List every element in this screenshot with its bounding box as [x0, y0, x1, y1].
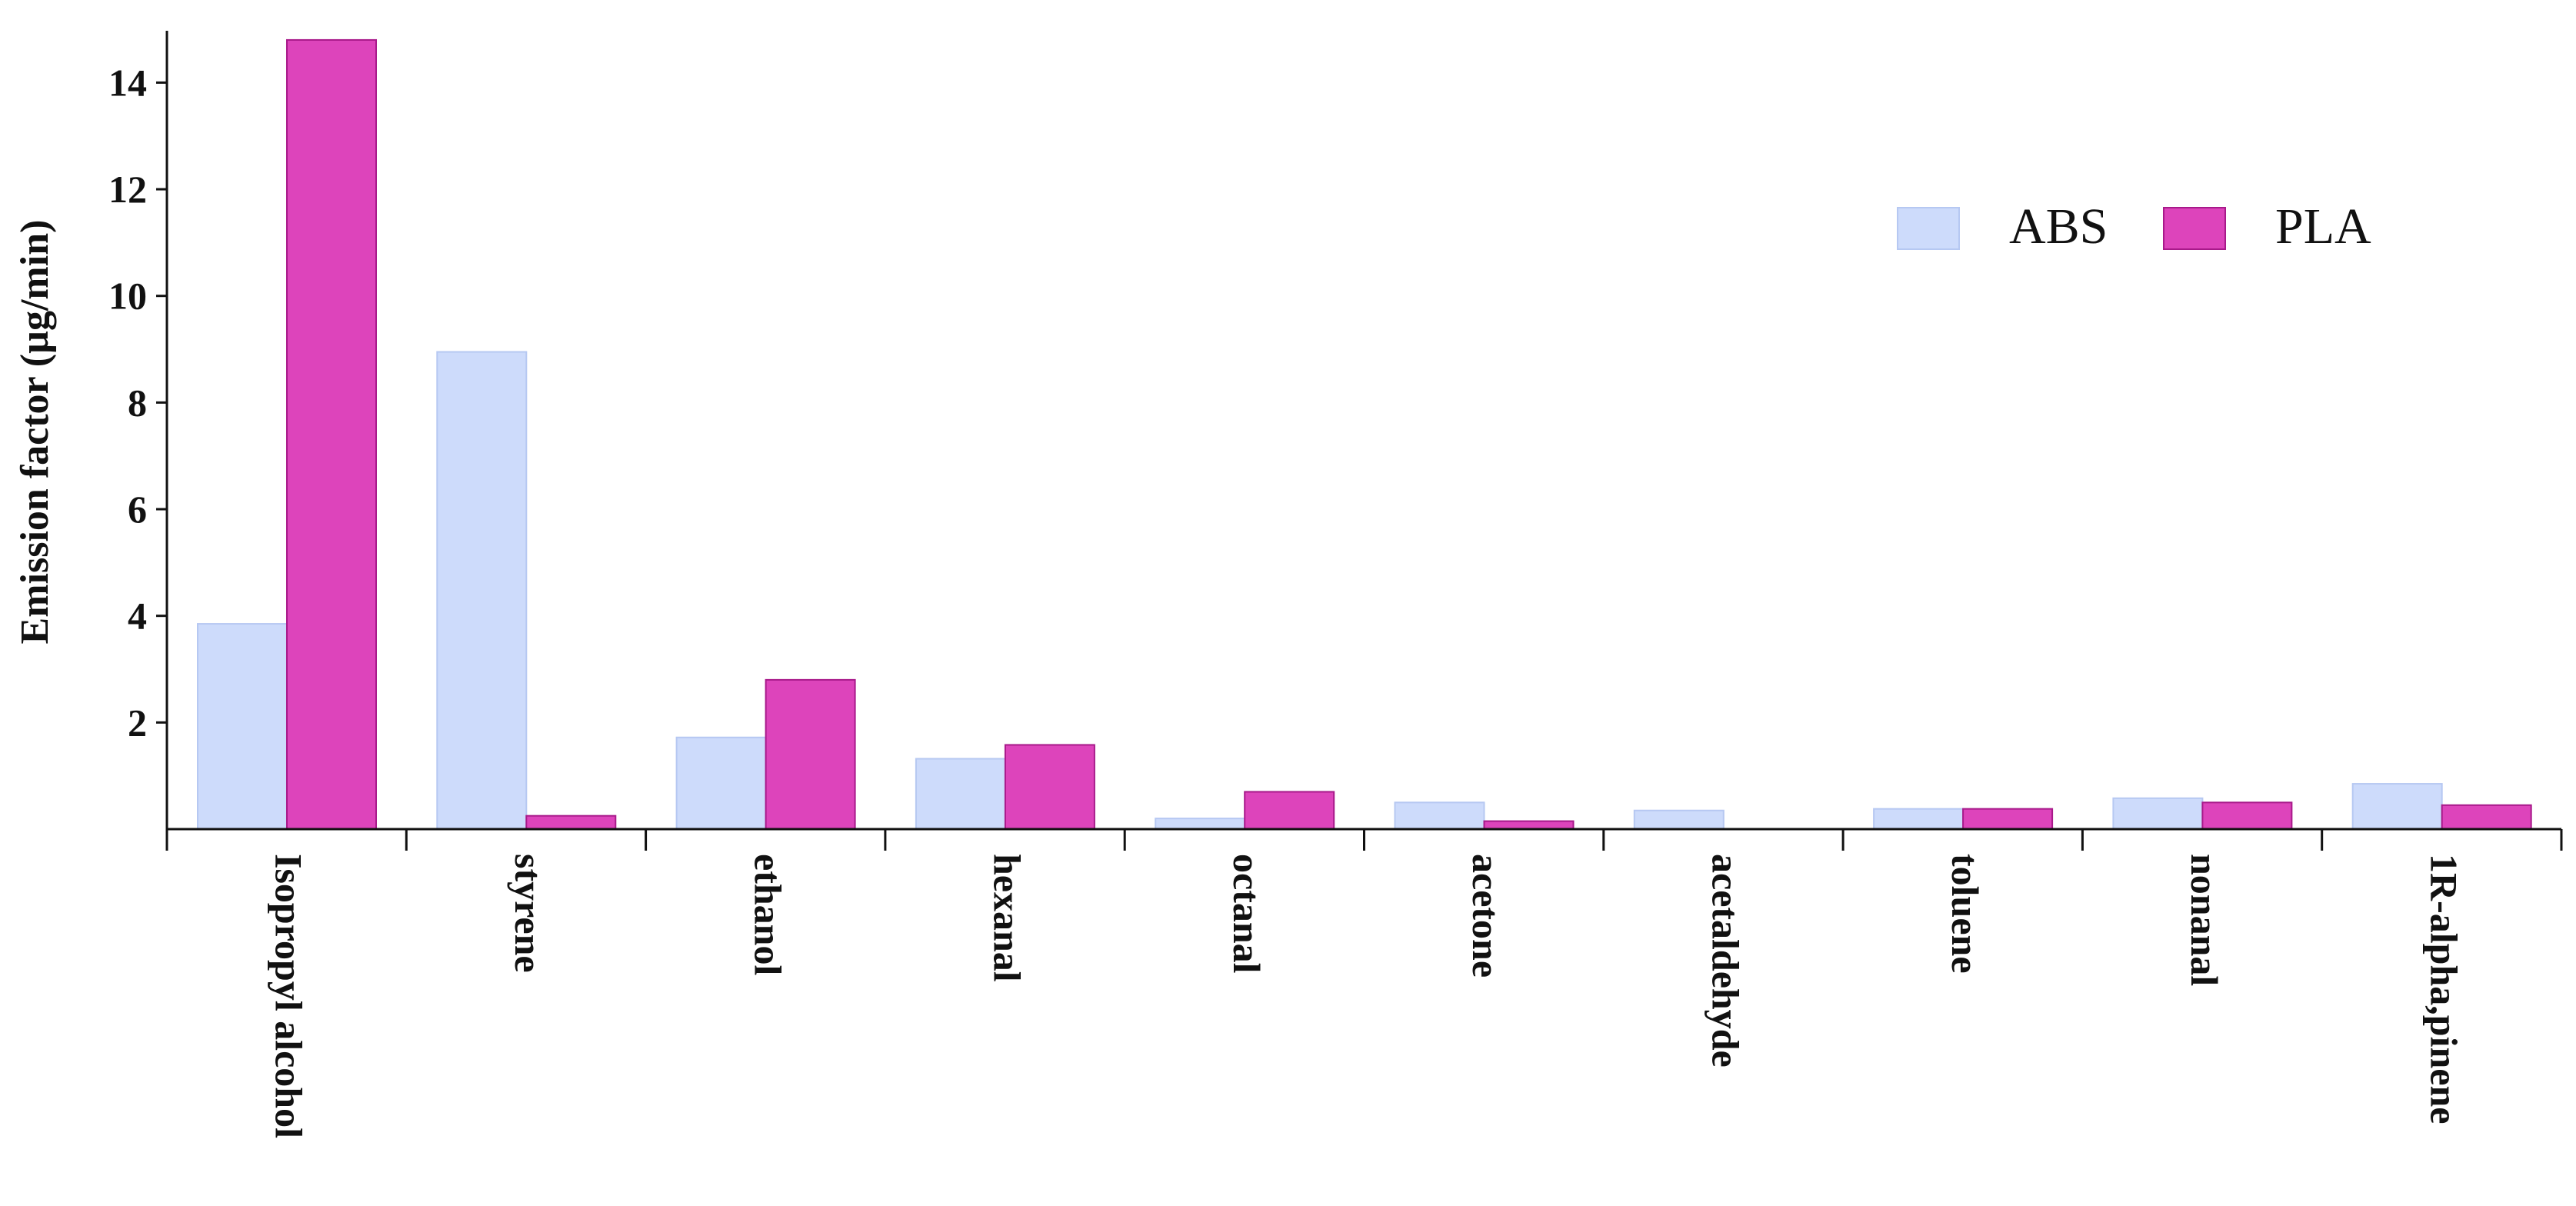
x-categories: Isopropyl alcohol styrene ethanol hexanal oc…: [268, 854, 2466, 1138]
bar-pla-2: [765, 678, 856, 831]
y-tick-label: 6: [128, 488, 147, 531]
bar-pla-8: [2201, 801, 2293, 830]
category-label: ethanol: [746, 854, 789, 975]
y-tick-label: 10: [108, 275, 147, 318]
bar-abs-3: [915, 758, 1006, 830]
legend-swatch-abs: [1897, 207, 1960, 250]
category-label: toluene: [1944, 854, 1987, 974]
axes: [165, 31, 2563, 851]
bar-abs-1: [436, 351, 528, 830]
bar-abs-7: [1873, 808, 1964, 830]
bar-pla-3: [1004, 744, 1095, 830]
legend-label-abs: ABS: [2009, 198, 2108, 255]
y-tick-label: 8: [128, 381, 147, 424]
legend: ABS PLA: [1897, 198, 2371, 255]
bar-abs-0: [197, 623, 288, 830]
bar-abs-2: [675, 736, 767, 830]
y-tick-label: 14: [108, 61, 147, 104]
bar-abs-5: [1394, 801, 1485, 830]
y-tick-label: 4: [128, 595, 147, 638]
bar-abs-8: [2112, 797, 2204, 831]
category-label: hexanal: [986, 854, 1029, 982]
category-label: acetone: [1465, 854, 1508, 978]
category-label: Isopropyl alcohol: [268, 854, 311, 1138]
bar-pla-0: [286, 38, 377, 831]
bar-pla-9: [2441, 804, 2532, 830]
legend-swatch-pla: [2163, 207, 2226, 250]
bar-abs-9: [2351, 783, 2443, 831]
category-label: acetaldehyde: [1704, 854, 1747, 1068]
bar-pla-5: [1483, 820, 1575, 831]
legend-label-pla: PLA: [2275, 198, 2371, 255]
category-label: styrene: [507, 854, 550, 973]
y-ticks: 2 4 6 8 10 12 14: [108, 61, 167, 744]
category-label: 1R-alpha,pinene: [2422, 854, 2465, 1124]
category-label: nonanal: [2183, 854, 2226, 986]
bars: [197, 38, 2532, 831]
bar-abs-4: [1155, 818, 1246, 831]
category-label: octanal: [1225, 854, 1268, 974]
bar-pla-1: [525, 815, 617, 830]
y-tick-label: 2: [128, 701, 147, 744]
y-axis-title: Emission factor (µg/min): [13, 220, 57, 645]
bar-pla-7: [1962, 808, 2054, 830]
bar-pla-4: [1244, 791, 1335, 831]
y-tick-label: 12: [108, 168, 147, 211]
bar-abs-6: [1633, 809, 1725, 830]
